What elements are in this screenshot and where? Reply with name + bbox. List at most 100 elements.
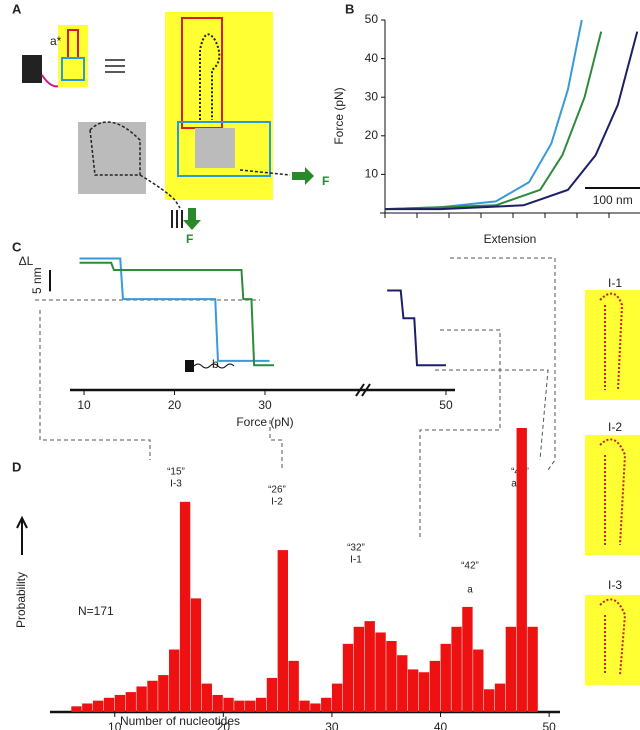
bar [158, 675, 169, 712]
bar [82, 703, 93, 712]
force-label: F [322, 174, 329, 188]
bar [353, 626, 365, 712]
bar [212, 694, 223, 712]
grey-box [78, 122, 146, 194]
y-tick-label: 50 [365, 12, 379, 26]
bar [516, 428, 527, 712]
bar [429, 660, 441, 712]
bar [125, 692, 136, 712]
x-tick-label: 50 [542, 720, 556, 730]
structure-box [585, 290, 640, 400]
bar [375, 632, 386, 712]
structure-box [585, 435, 640, 555]
annotation: N=171 [78, 604, 114, 618]
core-box [61, 57, 85, 81]
bar [223, 697, 234, 712]
bar [201, 683, 212, 712]
bar [342, 643, 354, 712]
strand [139, 169, 291, 209]
structure [599, 438, 627, 546]
bar [179, 501, 191, 712]
x-tick-label: 30 [325, 720, 339, 730]
peak-label: “26” [268, 485, 286, 496]
y-tick-label: 20 [365, 128, 379, 142]
y-axis-label: ΔL [19, 254, 34, 268]
line [79, 257, 270, 362]
structure-label: I-1 [608, 276, 622, 290]
bar [397, 655, 408, 712]
bar [169, 649, 180, 712]
bar [103, 697, 115, 712]
peak-state: I-2 [271, 497, 283, 508]
force-label: F [186, 232, 193, 246]
peak-label: “15” [167, 467, 185, 478]
bar [147, 680, 158, 712]
bar [494, 683, 506, 712]
x-tick-label: 10 [108, 720, 122, 730]
connector [35, 299, 283, 470]
connector [39, 310, 151, 460]
bar [483, 689, 495, 712]
bar [234, 700, 245, 712]
line [387, 289, 446, 367]
line [384, 19, 583, 211]
peak-label: “42” [461, 561, 479, 572]
g-quad [89, 121, 141, 176]
grey-box [195, 128, 235, 168]
bar [136, 686, 147, 712]
y-arrow [16, 515, 28, 555]
structure [599, 598, 627, 676]
panel-label: C [12, 239, 22, 254]
x-axis-label: Extension [484, 232, 537, 246]
x-axis-label: Number of nucleotides [120, 714, 240, 728]
bar [505, 626, 517, 712]
x-tick-label: 40 [434, 720, 448, 730]
bar [451, 626, 462, 712]
panel-label: B [345, 1, 354, 16]
panel-label: A [12, 1, 22, 16]
peak-state: I-1 [350, 555, 362, 566]
bar [299, 700, 310, 712]
x-tick-label: 50 [439, 398, 453, 412]
bead [22, 55, 42, 83]
x-tick-label: 10 [77, 398, 91, 412]
y-axis-label: Force (pN) [332, 87, 346, 144]
structure-box [585, 595, 640, 685]
bar [71, 706, 82, 712]
bar [310, 703, 321, 712]
force-arrow [183, 208, 201, 230]
x-axis-label: Force (pN) [236, 415, 293, 429]
peak-state: a [467, 585, 473, 596]
panel-a-diagram [22, 12, 314, 230]
strand-label: a* [50, 34, 62, 48]
peak-label: “32” [347, 543, 365, 554]
bead [185, 360, 194, 372]
y-tick-label: 40 [365, 51, 379, 65]
x-tick-label: 20 [217, 720, 231, 730]
bar [93, 700, 104, 712]
connector [419, 257, 556, 540]
y-tick-label: 10 [365, 167, 379, 181]
bar [288, 660, 299, 712]
y-tick-label: 30 [365, 89, 379, 103]
bar [245, 700, 256, 712]
bar [473, 649, 484, 712]
bar [418, 672, 430, 712]
axis-break [355, 383, 371, 397]
bar [440, 643, 451, 712]
bar [462, 606, 473, 712]
bar [277, 550, 288, 712]
bar [190, 598, 202, 712]
tether [193, 363, 235, 369]
line [79, 261, 275, 367]
scale-bar-label: 100 nm [593, 193, 633, 207]
bar [321, 697, 332, 712]
core-box [177, 121, 271, 177]
panel-label: D [12, 459, 21, 474]
structure [599, 292, 624, 391]
bar [255, 697, 267, 712]
bar [527, 626, 538, 712]
line [385, 31, 639, 211]
